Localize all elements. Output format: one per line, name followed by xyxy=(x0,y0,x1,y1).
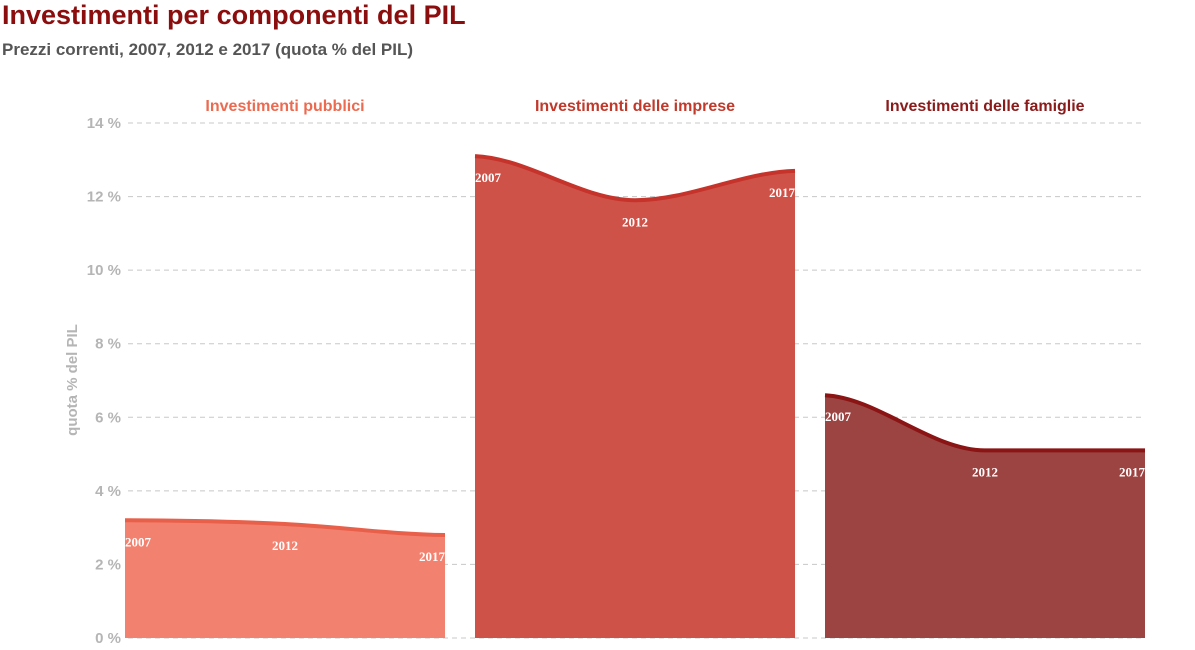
panel-title-investimenti-pubblici: Investimenti pubblici xyxy=(205,98,364,115)
point-label-2017: 2017 xyxy=(1119,464,1146,479)
y-tick-label: 0 % xyxy=(95,630,121,647)
line-investimenti-delle-imprese xyxy=(474,154,796,203)
y-tick-label: 8 % xyxy=(95,336,121,353)
area-investimenti-delle-famiglie xyxy=(825,395,1145,638)
point-label-2017: 2017 xyxy=(419,549,446,564)
point-label-2007: 2007 xyxy=(125,534,152,549)
y-tick-label: 6 % xyxy=(95,409,121,426)
point-label-2007: 2007 xyxy=(475,170,502,185)
point-label-2012: 2012 xyxy=(972,464,998,479)
point-label-2012: 2012 xyxy=(272,538,298,553)
point-label-2012: 2012 xyxy=(622,214,648,229)
area-investimenti-delle-imprese xyxy=(475,156,795,638)
y-tick-label: 2 % xyxy=(95,556,121,573)
y-tick-label: 12 % xyxy=(87,189,121,206)
panel-title-investimenti-delle-famiglie: Investimenti delle famiglie xyxy=(885,98,1084,115)
line-investimenti-pubblici xyxy=(124,518,446,537)
y-tick-label: 4 % xyxy=(95,483,121,500)
y-axis-label: quota % del PIL xyxy=(64,324,81,436)
y-tick-label: 10 % xyxy=(87,262,121,279)
point-label-2017: 2017 xyxy=(769,185,796,200)
point-label-2007: 2007 xyxy=(825,409,852,424)
chart-title: Investimenti per componenti del PIL xyxy=(2,0,466,30)
chart-subtitle: Prezzi correnti, 2007, 2012 e 2017 (quot… xyxy=(2,40,414,59)
y-tick-label: 14 % xyxy=(87,115,121,132)
panel-title-investimenti-delle-imprese: Investimenti delle imprese xyxy=(535,98,735,115)
line-investimenti-delle-famiglie xyxy=(824,393,1145,453)
area-investimenti-pubblici xyxy=(125,520,445,638)
